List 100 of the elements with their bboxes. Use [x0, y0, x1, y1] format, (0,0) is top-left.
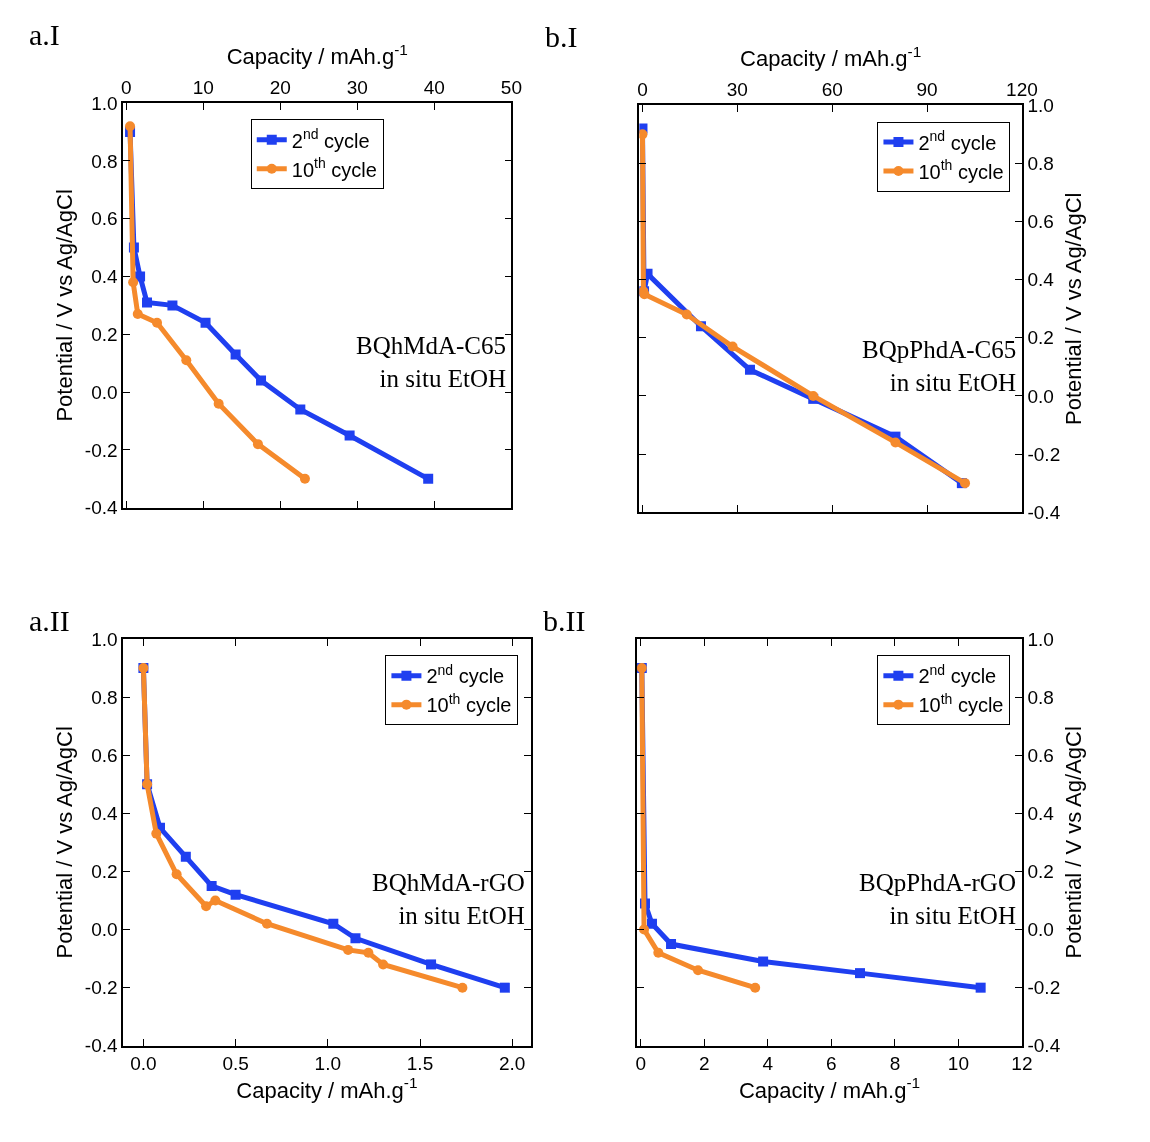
- legend-label: 10$^{th}$ cycle: [918, 157, 1004, 183]
- x-tick-label: 10: [192, 76, 214, 98]
- point: [681, 309, 692, 320]
- y-tick-label: 0.4: [91, 802, 118, 824]
- y-axis-title: Potential / V vs Ag/AgCl: [1061, 726, 1087, 959]
- y-tick-label: 0.2: [1027, 861, 1054, 883]
- y-tick-label: -0.2: [84, 439, 118, 461]
- y-tick-label: 0.0: [1027, 919, 1054, 941]
- annotation: BQhMdA-rGO in situ EtOH: [372, 869, 525, 929]
- y-tick-label: 0.6: [91, 744, 118, 766]
- y-tick-label: -0.2: [84, 977, 118, 999]
- x-tick-label: 60: [821, 78, 843, 100]
- y-tick-label: -0.2: [1027, 977, 1061, 999]
- legend-label: 10$^{th}$ cycle: [426, 691, 512, 717]
- point: [750, 982, 761, 993]
- point: [744, 364, 755, 375]
- point: [426, 959, 437, 970]
- chart-title: a.II: [29, 604, 70, 637]
- point: [328, 918, 339, 929]
- point: [693, 965, 704, 976]
- x-tick-label: 90: [916, 78, 938, 100]
- point: [200, 317, 211, 328]
- point: [343, 944, 354, 955]
- point: [151, 828, 162, 839]
- x-tick-label: 30: [346, 76, 368, 98]
- point: [758, 956, 769, 967]
- y-tick-label: 0.8: [91, 150, 118, 172]
- y-tick-label: 0.8: [1027, 153, 1054, 175]
- x-tick-label: 4: [762, 1053, 774, 1075]
- point: [423, 473, 434, 484]
- point: [653, 947, 664, 958]
- legend-label: 2$^{nd}$ cycle: [426, 662, 505, 688]
- point: [230, 889, 241, 900]
- x-tick-label: 8: [889, 1053, 901, 1075]
- y-tick-label: 0.6: [1027, 744, 1054, 766]
- point: [639, 924, 650, 935]
- x-tick-label: 40: [423, 76, 445, 98]
- chart-title: b.I: [545, 20, 578, 53]
- point: [639, 129, 648, 140]
- point: [252, 439, 263, 450]
- x-tick-label: 50: [500, 76, 522, 98]
- y-tick-label: 0.6: [1027, 211, 1054, 233]
- y-tick-label: 0.0: [91, 381, 118, 403]
- x-tick-label: 0: [635, 1053, 647, 1075]
- point: [128, 277, 139, 288]
- y-tick-label: 0.8: [91, 686, 118, 708]
- x-tick-label: 30: [726, 78, 748, 100]
- y-tick-label: 1.0: [1027, 628, 1054, 650]
- x-tick-label: 0.5: [222, 1053, 249, 1075]
- x-tick-label: 0: [637, 78, 648, 100]
- annotation: BQhMdA-C65 in situ EtOH: [356, 332, 507, 392]
- y-tick-label: 0.4: [1027, 802, 1055, 824]
- point: [210, 895, 221, 906]
- annotation: BQpPhdA-C65 in situ EtOH: [862, 336, 1017, 396]
- legend-label: 2$^{nd}$ cycle: [918, 662, 997, 688]
- x-tick-label: 0.0: [130, 1053, 157, 1075]
- point: [206, 880, 217, 891]
- point: [171, 869, 182, 880]
- y-tick-label: 0.2: [1027, 327, 1054, 349]
- point: [299, 473, 310, 484]
- point: [180, 851, 191, 862]
- y-axis-title: Potential / V vs Ag/AgCl: [1061, 192, 1087, 425]
- y-tick-label: 0.4: [1027, 269, 1055, 291]
- y-tick-label: 0.2: [91, 861, 118, 883]
- point: [256, 375, 267, 386]
- y-axis-title: Potential / V vs Ag/AgCl: [52, 726, 78, 959]
- point: [378, 959, 389, 970]
- point: [142, 297, 152, 308]
- chart-title: a.I: [29, 18, 60, 51]
- y-tick-label: 1.0: [91, 92, 118, 114]
- x-tick-label: 2.0: [498, 1053, 526, 1075]
- legend-label: 2$^{nd}$ cycle: [918, 128, 997, 154]
- x-axis-title: Capacity / mAh.g$^{-1}$: [740, 42, 922, 72]
- legend-label: 2$^{nd}$ cycle: [291, 126, 370, 152]
- x-tick-label: 120: [1006, 78, 1038, 100]
- point: [230, 349, 241, 360]
- x-tick-label: 1.5: [406, 1053, 434, 1075]
- point: [666, 939, 677, 950]
- y-tick-label: -0.2: [1027, 443, 1061, 465]
- point: [890, 437, 901, 448]
- x-tick-label: 6: [826, 1053, 837, 1075]
- chart-title: b.II: [543, 604, 586, 637]
- y-tick-label: 0.6: [91, 208, 118, 230]
- y-tick-label: 0.8: [1027, 686, 1054, 708]
- x-axis-title: Capacity / mAh.g$^{-1}$: [738, 1074, 921, 1103]
- point: [167, 300, 178, 311]
- point: [350, 933, 361, 944]
- legend-label: 10$^{th}$ cycle: [918, 691, 1004, 717]
- point: [135, 271, 146, 282]
- point: [125, 121, 136, 132]
- point: [181, 355, 192, 366]
- point: [213, 398, 224, 409]
- x-tick-label: 1.0: [314, 1053, 342, 1075]
- point: [152, 317, 163, 328]
- y-tick-label: 0.0: [91, 919, 118, 941]
- point: [344, 430, 355, 441]
- point: [854, 968, 865, 979]
- y-tick-label: -0.4: [1027, 501, 1061, 523]
- x-tick-label: 20: [269, 76, 291, 98]
- point: [201, 901, 212, 912]
